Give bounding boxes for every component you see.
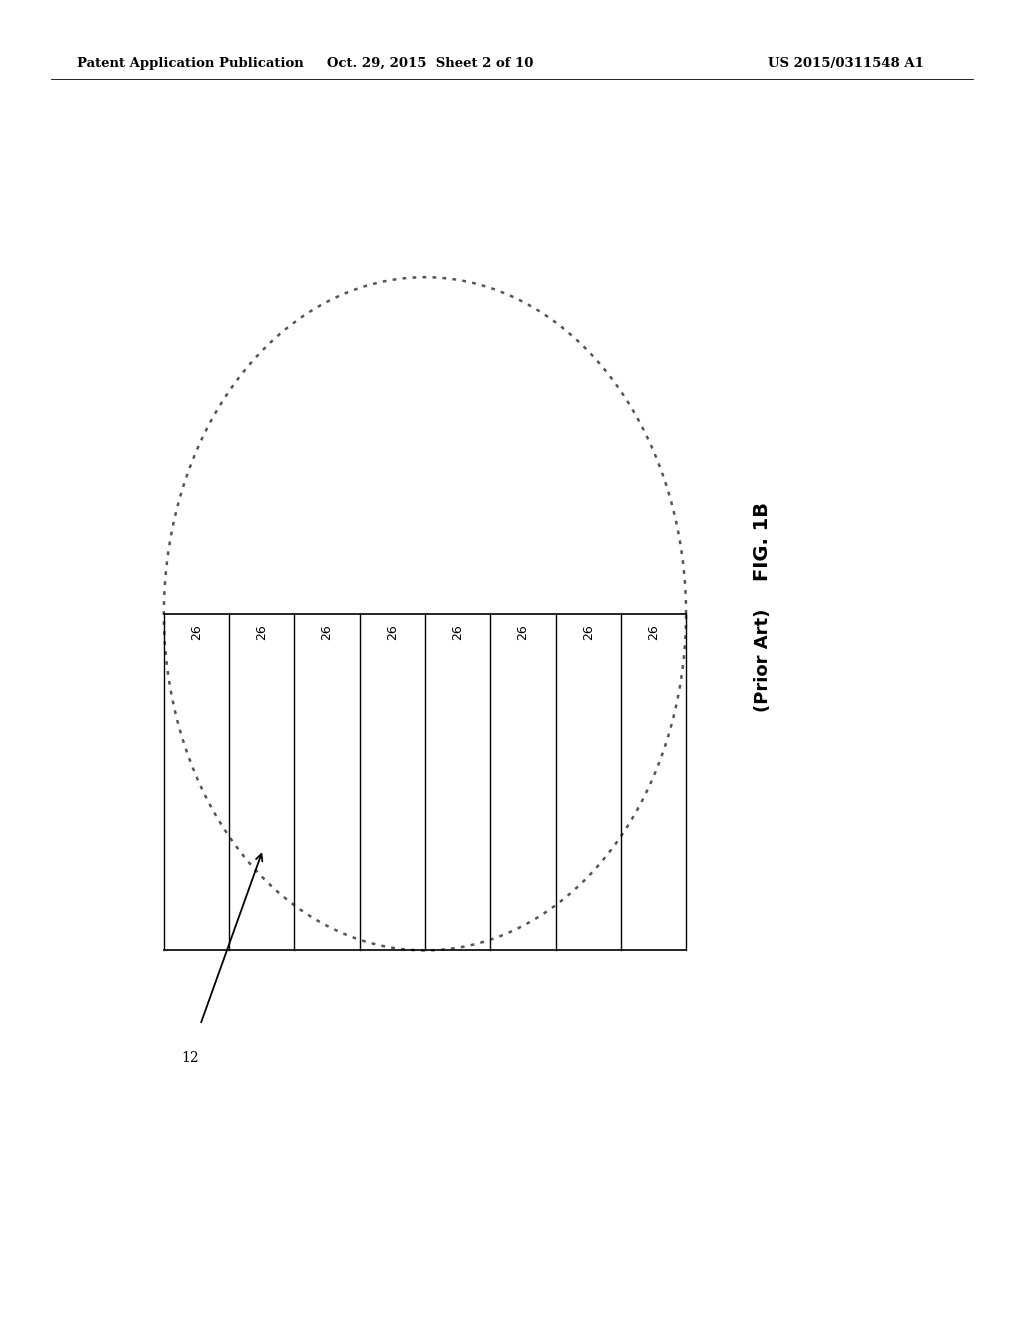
Text: 26: 26 bbox=[386, 624, 398, 640]
Text: 26: 26 bbox=[647, 624, 659, 640]
Text: (Prior Art): (Prior Art) bbox=[754, 609, 772, 711]
Text: 26: 26 bbox=[516, 624, 529, 640]
Text: 26: 26 bbox=[321, 624, 334, 640]
Text: 26: 26 bbox=[582, 624, 595, 640]
Text: 26: 26 bbox=[452, 624, 464, 640]
Text: Oct. 29, 2015  Sheet 2 of 10: Oct. 29, 2015 Sheet 2 of 10 bbox=[327, 57, 534, 70]
Text: 26: 26 bbox=[255, 624, 268, 640]
Text: 26: 26 bbox=[190, 624, 203, 640]
Text: 12: 12 bbox=[181, 1051, 199, 1065]
Text: US 2015/0311548 A1: US 2015/0311548 A1 bbox=[768, 57, 924, 70]
Text: Patent Application Publication: Patent Application Publication bbox=[77, 57, 303, 70]
Text: FIG. 1B: FIG. 1B bbox=[754, 502, 772, 581]
